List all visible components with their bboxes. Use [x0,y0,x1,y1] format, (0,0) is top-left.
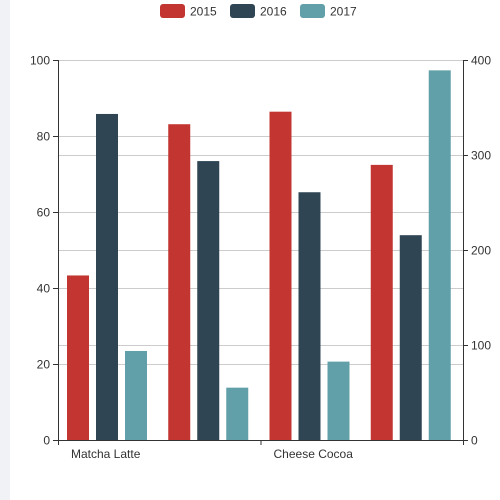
legend-swatch [230,4,255,18]
bar-2017-1[interactable] [226,387,249,440]
bar-2016-3[interactable] [399,235,422,440]
bar-2016-2[interactable] [298,192,321,440]
bar-2017-0[interactable] [125,350,147,440]
bar-2015-3[interactable] [370,164,393,440]
x-category-label: Matcha Latte [71,447,141,461]
legend[interactable]: 2015 2016 2017 [160,4,357,19]
left-tick-label: 20 [37,358,51,372]
legend-swatch [160,4,185,18]
x-category-label: Cheese Cocoa [274,447,354,461]
left-tick-label: 60 [37,206,51,220]
right-tick-label: 300 [471,149,491,163]
bar-2015-1[interactable] [168,124,191,440]
left-tick-label: 40 [37,282,51,296]
left-tick-label: 80 [37,130,51,144]
legend-swatch [300,4,325,18]
right-tick-label: 200 [471,244,491,258]
bar-2015-2[interactable] [269,111,292,441]
left-tick-label: 100 [30,54,50,68]
bar-2017-2[interactable] [327,361,350,440]
bar-2016-1[interactable] [197,161,220,440]
legend-label: 2017 [330,5,357,19]
x-axis-ticks: Matcha Latte Cheese Cocoa [58,440,464,461]
bar-2016-0[interactable] [96,113,118,441]
legend-label: 2015 [190,5,217,19]
left-tick-label: 0 [43,434,50,448]
legend-item-2016[interactable]: 2016 [230,4,287,19]
legend-item-2017[interactable]: 2017 [300,4,357,19]
bar-2017-3[interactable] [428,70,451,440]
bars [67,70,451,441]
legend-label: 2016 [260,5,287,19]
bar-2015-0[interactable] [67,275,89,440]
right-tick-label: 100 [471,339,491,353]
right-tick-label: 0 [471,434,478,448]
left-axis-ticks: 0 20 40 60 80 100 [30,54,58,448]
legend-item-2015[interactable]: 2015 [160,4,217,19]
right-tick-label: 400 [471,54,491,68]
right-axis-ticks: 0 100 200 300 400 [463,54,491,448]
